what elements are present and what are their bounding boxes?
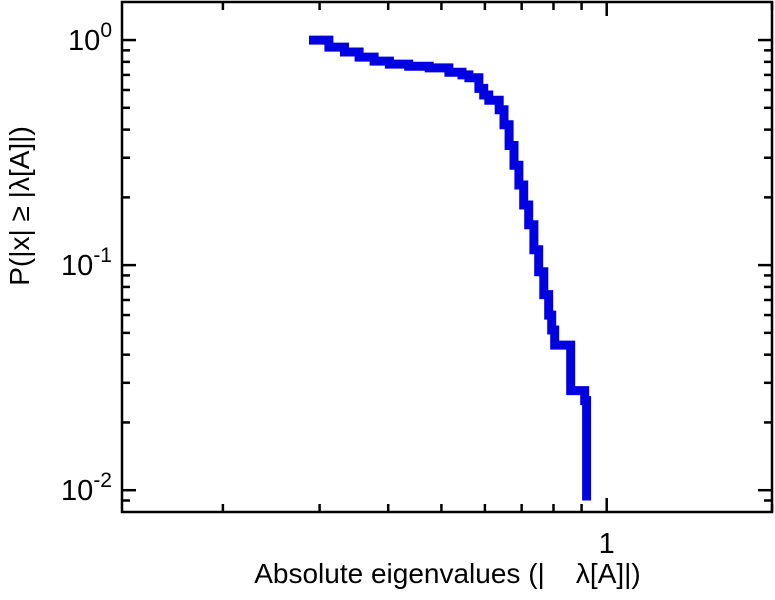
x-tick-label: 1 (598, 528, 615, 560)
x-axis-label: Absolute eigenvalues (| λ[A]|) (254, 558, 641, 589)
y-tick-label: 10-1 (61, 244, 112, 282)
plot-frame (120, 0, 774, 514)
ccdf-curve (309, 35, 592, 501)
y-tick-label: 100 (68, 19, 112, 57)
y-tick-label: 10-2 (61, 469, 112, 507)
y-axis-label: P(|x| ≥ |λ[A]|) (4, 126, 35, 286)
